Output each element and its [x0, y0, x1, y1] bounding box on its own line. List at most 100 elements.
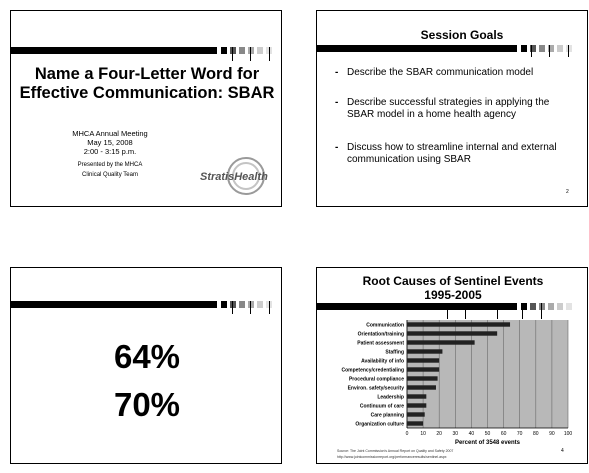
- header-tick: [250, 47, 251, 61]
- bullet-text: Describe the SBAR communication model: [347, 67, 534, 78]
- x-tick-label: 50: [485, 431, 491, 437]
- category-label: Leadership: [377, 394, 404, 400]
- header-tick: [232, 47, 233, 61]
- slide-4-thumbnail[interactable]: Root Causes of Sentinel Events 1995-2005…: [316, 267, 588, 464]
- category-label: Staffing: [385, 349, 404, 355]
- header-square: [230, 301, 236, 308]
- x-tick-label: 20: [436, 431, 442, 437]
- bar: [407, 358, 440, 363]
- header-square: [548, 45, 554, 52]
- header-tick: [531, 45, 532, 57]
- x-tick-label: 80: [533, 431, 539, 437]
- meeting-name: MHCA Annual Meeting: [72, 129, 148, 138]
- bar: [407, 349, 443, 354]
- header-square: [239, 47, 245, 54]
- x-tick-label: 70: [517, 431, 523, 437]
- header-tick: [541, 303, 542, 319]
- meeting-date: May 15, 2008: [87, 138, 133, 147]
- bullet-item: - Describe successful strategies in apply…: [335, 97, 550, 121]
- bar: [407, 385, 436, 390]
- header-tick: [232, 301, 233, 314]
- x-tick-label: 30: [453, 431, 459, 437]
- bar: [407, 421, 424, 426]
- bar: [407, 331, 498, 336]
- category-label: Care planning: [371, 412, 404, 418]
- bar: [407, 322, 511, 327]
- header-square: [557, 303, 563, 310]
- header-tick: [549, 45, 550, 57]
- source-citation: Source: The Joint Commission's Annual Re…: [337, 449, 454, 453]
- header-bar: [317, 45, 517, 52]
- x-tick-label: 0: [406, 431, 409, 437]
- header-square: [221, 47, 227, 54]
- slide-title: Name a Four-Letter Word for Effective Co…: [19, 65, 275, 102]
- header-tick: [522, 303, 523, 319]
- header-square: [230, 47, 236, 54]
- bar: [407, 394, 427, 399]
- category-label: Continuum of care: [360, 403, 404, 409]
- header-square: [248, 301, 254, 308]
- page-number: 2: [566, 189, 569, 195]
- header-tick: [269, 301, 270, 314]
- bar: [407, 412, 425, 417]
- root-causes-bar-chart: 0 10 20 30 40 50 60 70 80 90 100 Communication Orien…: [341, 320, 573, 446]
- category-label: Availability of info: [361, 358, 404, 364]
- x-tick-label: 40: [469, 431, 475, 437]
- statistic-64: 64%: [113, 338, 181, 375]
- x-tick-label: 100: [564, 431, 573, 437]
- logo-wordmark: StratisHealth: [200, 171, 268, 183]
- slide-3-thumbnail[interactable]: 64% 70%: [10, 267, 282, 464]
- header-tick: [269, 47, 270, 61]
- meeting-time: 2:00 - 3:15 p.m.: [83, 147, 137, 156]
- bar: [407, 403, 427, 408]
- statistic-70: 70%: [113, 386, 181, 423]
- header-tick: [497, 303, 498, 319]
- header-square: [548, 303, 554, 310]
- category-label: Communication: [366, 322, 404, 328]
- header-square: [221, 301, 227, 308]
- header-square: [539, 303, 545, 310]
- x-tick-label: 90: [549, 431, 555, 437]
- bar: [407, 376, 438, 381]
- category-label: Procedural compliance: [349, 376, 404, 382]
- presenter-team: Clinical Quality Team: [82, 172, 138, 178]
- header-tick: [568, 45, 569, 57]
- slide-2-thumbnail[interactable]: Session Goals - Describe the SBAR communi…: [316, 10, 588, 207]
- header-tick: [447, 303, 448, 319]
- category-label: Environ. safety/security: [348, 385, 405, 391]
- category-label: Patient assessment: [357, 340, 404, 346]
- slide-title: Root Causes of Sentinel Events 1995-2005: [317, 274, 587, 302]
- page-number: 4: [561, 448, 564, 454]
- header-square: [566, 303, 572, 310]
- x-tick-label: 60: [501, 431, 507, 437]
- bar: [407, 367, 440, 372]
- presenter-line: Presented by the MHCA: [77, 162, 143, 168]
- bar: [407, 340, 475, 345]
- category-label: Orientation/training: [358, 331, 404, 337]
- slide-1-thumbnail[interactable]: Name a Four-Letter Word for Effective Co…: [10, 10, 282, 207]
- bullet-item: - Describe the SBAR communication model: [335, 67, 534, 78]
- header-tick: [250, 301, 251, 314]
- bullet-text: Describe successful strategies in applyi…: [347, 97, 550, 121]
- header-square: [530, 303, 536, 310]
- header-square: [557, 45, 563, 52]
- header-tick: [465, 303, 466, 319]
- category-label: Competency/credentialing: [341, 367, 404, 373]
- title-line-2: 1995-2005: [424, 288, 482, 302]
- header-square: [257, 301, 263, 308]
- slide-title: Session Goals: [420, 28, 504, 42]
- stratishealth-logo: StratisHealth: [200, 156, 268, 196]
- header-square: [566, 45, 572, 52]
- x-tick-label: 10: [420, 431, 426, 437]
- header-bar: [317, 303, 517, 310]
- header-square: [521, 303, 527, 310]
- bullet-text: Discuss how to streamline internal and e…: [347, 142, 557, 166]
- header-square: [539, 45, 545, 52]
- header-square: [257, 47, 263, 54]
- source-url: http://www.jointcommissionreport.org/per…: [337, 455, 447, 459]
- header-bar: [11, 301, 217, 308]
- title-line-1: Root Causes of Sentinel Events: [362, 274, 544, 288]
- bullet-item: - Discuss how to streamline internal and …: [335, 142, 557, 166]
- header-square: [521, 45, 527, 52]
- x-axis-label: Percent of 3548 events: [455, 440, 521, 446]
